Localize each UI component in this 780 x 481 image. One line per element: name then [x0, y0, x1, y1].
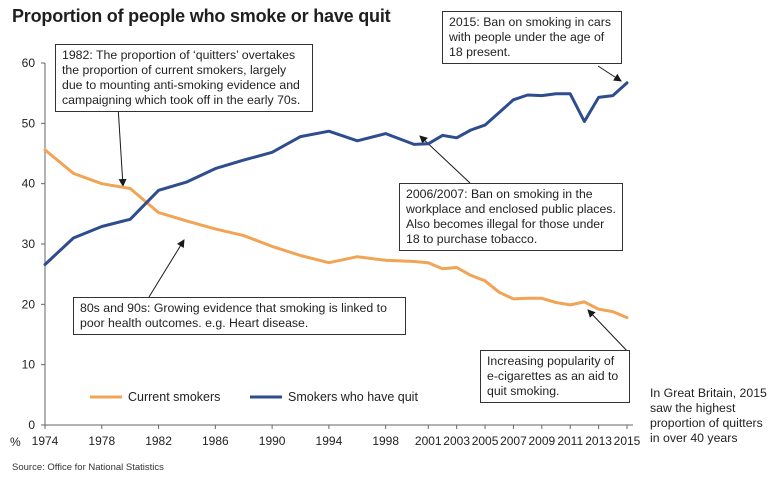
x-tick-label: 1986 — [202, 434, 229, 448]
x-tick-label: 2007 — [500, 434, 527, 448]
chart-title: Proportion of people who smoke or have q… — [12, 6, 391, 26]
side-note: In Great Britain, 2015 saw the highest p… — [650, 386, 767, 445]
x-tick-label: 2011 — [557, 434, 583, 448]
x-tick-label: 1982 — [145, 434, 172, 448]
x-tick-label: 2001 — [415, 434, 442, 448]
x-tick-label: 2005 — [472, 434, 499, 448]
arrow-80s-90s — [148, 239, 185, 298]
x-tick-label: 1978 — [88, 434, 115, 448]
x-tick-label: 2015 — [614, 434, 641, 448]
legend: Current smokers Smokers who have quit — [90, 390, 418, 404]
arrow-1982 — [117, 105, 127, 187]
annotation-2006: 2006/2007: Ban on smoking in the workpla… — [399, 183, 623, 251]
source-note: Source: Office for National Statistics — [12, 462, 164, 473]
series-lines — [43, 81, 629, 320]
x-tick-label: 2009 — [528, 434, 555, 448]
annotation-2015: 2015: Ban on smoking in cars with people… — [442, 11, 622, 64]
arrow-2015 — [597, 65, 622, 82]
y-tick-label: 40 — [22, 177, 36, 191]
y-tick-label: 0 — [28, 418, 35, 432]
annotation-80s-90s: 80s and 90s: Growing evidence that smoki… — [73, 297, 406, 335]
arrow-ecigarettes — [587, 309, 631, 355]
x-tick-label: 1990 — [259, 434, 286, 448]
x-tick-label: 1994 — [316, 434, 343, 448]
axes: 0 10 20 30 40 50 60% 1974 1978 1982 1986 1990 1994 19… — [10, 56, 641, 449]
y-tick-label: 10 — [22, 358, 36, 372]
annotation-ecigarettes: Increasing popularity of e-cigarettes as… — [480, 350, 630, 403]
y-axis-unit: % — [10, 435, 21, 449]
y-tick-label: 30 — [22, 237, 36, 251]
series-line-smokers-quit — [43, 81, 629, 266]
x-tick-label: 2013 — [585, 434, 612, 448]
y-tick-label: 60 — [22, 56, 36, 70]
x-tick-label: 1998 — [372, 434, 399, 448]
legend-label-smokers: Current smokers — [128, 390, 220, 404]
x-tick-label: 2003 — [443, 434, 470, 448]
x-tick-label: 1974 — [32, 434, 59, 448]
y-tick-label: 50 — [22, 116, 36, 130]
legend-label-quit: Smokers who have quit — [288, 390, 418, 404]
annotation-1982: 1982: The proportion of ‘quitters’ overt… — [55, 44, 313, 112]
y-tick-label: 20 — [22, 297, 36, 311]
series-line-current-smokers — [43, 148, 629, 320]
